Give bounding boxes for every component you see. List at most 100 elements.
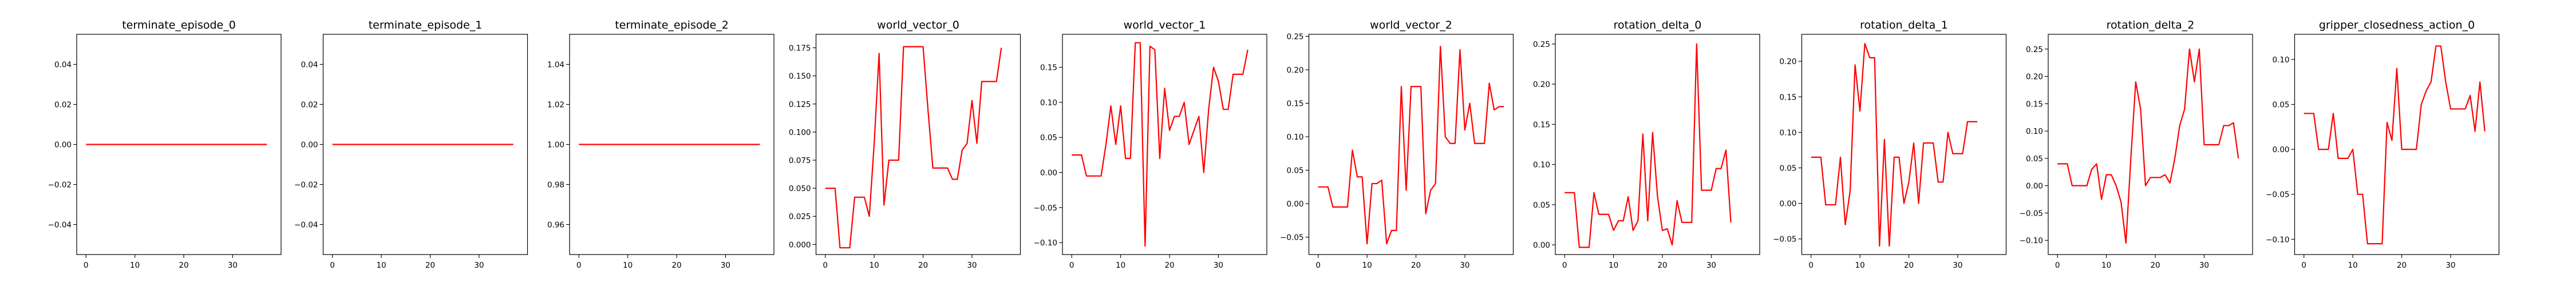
subplot-terminate_episode_0: terminate_episode_0 −0.04 −0.02 0.00 0.02 0.0…: [48, 19, 282, 270]
x-tick-label: 30: [2199, 261, 2209, 270]
y-tick-label: 0.000: [789, 240, 811, 249]
x-tick-label: 0: [1562, 261, 1567, 270]
x-tick-label: 20: [425, 261, 435, 270]
subplot-title: terminate_episode_0: [122, 19, 236, 31]
y-tick-label: 0.125: [789, 100, 811, 109]
subplot-title: rotation_delta_0: [1614, 19, 1702, 31]
y-tick-label: 0.04: [301, 61, 318, 70]
y-tick-label: 0.050: [789, 184, 811, 193]
axes-frame: [1308, 34, 1514, 255]
y-tick-label: −0.05: [1034, 204, 1057, 213]
y-tick-label: 0.10: [1040, 98, 1057, 108]
subplot-title: rotation_delta_1: [1860, 19, 1948, 31]
y-tick-label: −0.10: [1034, 239, 1057, 248]
x-tick-label: 30: [474, 261, 484, 270]
x-tick-label: 20: [2150, 261, 2160, 270]
x-tick-label: 30: [1953, 261, 1962, 270]
y-tick-label: 0.02: [54, 101, 72, 110]
y-tick-label: 0.150: [789, 72, 811, 81]
x-tick-label: 0: [1808, 261, 1814, 270]
y-tick-label: 0.20: [1779, 57, 1796, 66]
y-tick-label: 0.00: [2026, 182, 2043, 191]
x-tick-label: 10: [623, 261, 633, 270]
y-tick-label: 0.04: [54, 61, 72, 70]
x-tick-label: 10: [130, 261, 140, 270]
axes-frame: [2294, 34, 2500, 255]
subplot-rotation_delta_2: rotation_delta_2 −0.10 −0.05 0.00 0.05 0.10 0.…: [2020, 19, 2253, 270]
x-tick-label: 0: [330, 261, 335, 270]
x-tick-label: 0: [2055, 261, 2060, 270]
x-tick-label: 20: [671, 261, 681, 270]
y-tick-label: 0.15: [1286, 100, 1303, 109]
subplot-title: terminate_episode_1: [369, 19, 483, 31]
series-line: [1811, 43, 1978, 247]
y-tick-label: −0.10: [2020, 236, 2043, 245]
x-tick-label: 30: [2445, 261, 2455, 270]
y-tick-label: 0.05: [2272, 101, 2289, 110]
x-tick-label: 10: [1609, 261, 1618, 270]
y-tick-label: 0.175: [789, 44, 811, 53]
subplot-title: world_vector_1: [1124, 19, 1206, 31]
x-tick-label: 30: [1214, 261, 1223, 270]
y-tick-label: 0.25: [1533, 40, 1550, 49]
y-tick-label: 1.02: [547, 101, 564, 110]
y-tick-label: 0.15: [2026, 100, 2043, 109]
subplot-title: world_vector_0: [877, 19, 959, 31]
subplot-title: gripper_closedness_action_0: [2319, 19, 2475, 31]
x-tick-label: 10: [2348, 261, 2358, 270]
series-line: [1318, 45, 1504, 245]
y-tick-label: 0.10: [2272, 55, 2289, 65]
subplot-world_vector_0: world_vector_0 0.000 0.025 0.050 0.075 0.100 0…: [789, 19, 1021, 270]
y-tick-label: 0.10: [1779, 128, 1796, 137]
x-tick-label: 10: [1362, 261, 1372, 270]
subplot-gripper_closedness_action_0: gripper_closedness_action_0 −0.10 −0.05 0.0…: [2266, 19, 2500, 270]
y-tick-label: 0.02: [301, 101, 318, 110]
x-tick-label: 0: [1315, 261, 1321, 270]
x-tick-label: 20: [2397, 261, 2407, 270]
x-tick-label: 0: [823, 261, 828, 270]
y-tick-label: 0.00: [1533, 241, 1550, 250]
subplot-rotation_delta_1: rotation_delta_1 −0.05 0.00 0.05 0.10 0.15 0.2…: [1773, 19, 2007, 270]
x-tick-label: 30: [228, 261, 238, 270]
y-tick-label: −0.10: [2266, 235, 2289, 244]
x-tick-label: 20: [1904, 261, 1914, 270]
y-tick-label: 0.20: [2026, 73, 2043, 82]
y-tick-label: −0.02: [294, 181, 318, 190]
x-tick-label: 30: [1706, 261, 1716, 270]
y-tick-label: 0.075: [789, 156, 811, 165]
y-tick-label: 0.10: [1286, 133, 1303, 142]
y-tick-label: 0.25: [1286, 33, 1303, 42]
y-tick-label: 0.100: [789, 128, 811, 137]
subplot-rotation_delta_0: rotation_delta_0 0.00 0.05 0.10 0.15 0.20 0.25…: [1533, 19, 1760, 270]
x-tick-label: 20: [918, 261, 928, 270]
x-tick-label: 10: [377, 261, 386, 270]
x-tick-label: 20: [1657, 261, 1667, 270]
axes-frame: [2048, 34, 2253, 255]
y-tick-label: 0.00: [301, 141, 318, 150]
y-tick-label: 0.00: [1779, 200, 1796, 209]
y-tick-label: 0.15: [1533, 120, 1550, 129]
series-line: [2304, 45, 2486, 245]
y-tick-label: 0.00: [2272, 145, 2289, 154]
subplot-world_vector_1: world_vector_1 −0.10 −0.05 0.00 0.05 0.10 0.15…: [1034, 19, 1267, 270]
y-tick-label: 0.00: [54, 141, 72, 150]
y-tick-label: 0.00: [1286, 200, 1303, 209]
x-tick-label: 30: [1460, 261, 1469, 270]
x-tick-label: 10: [1116, 261, 1125, 270]
y-tick-label: −0.05: [2020, 209, 2043, 218]
x-tick-label: 0: [1069, 261, 1074, 270]
x-tick-label: 10: [2101, 261, 2111, 270]
subplot-world_vector_2: world_vector_2 −0.05 0.00 0.05 0.10 0.15 0.20 0…: [1280, 19, 1514, 270]
x-tick-label: 30: [721, 261, 730, 270]
y-tick-label: −0.02: [48, 181, 72, 190]
subplot-terminate_episode_2: terminate_episode_2 0.96 0.98 1.00 1.02 1.04 0…: [547, 19, 775, 270]
y-tick-label: 0.96: [547, 221, 564, 230]
x-tick-label: 10: [870, 261, 879, 270]
y-tick-label: 0.05: [2026, 154, 2043, 164]
subplot-title: rotation_delta_2: [2107, 19, 2195, 31]
y-tick-label: −0.05: [2266, 190, 2289, 200]
series-line: [825, 46, 1002, 249]
y-tick-label: 0.05: [1286, 166, 1303, 176]
y-tick-label: −0.05: [1280, 233, 1303, 243]
